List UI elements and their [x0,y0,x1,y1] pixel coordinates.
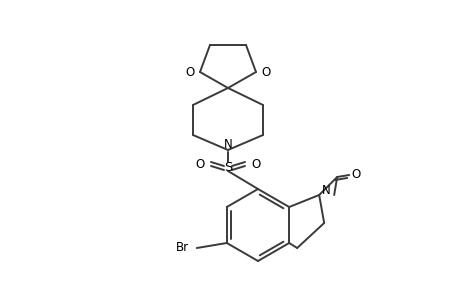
Text: S: S [224,160,232,173]
Text: N: N [223,137,232,151]
Text: O: O [351,169,360,182]
Text: N: N [321,184,330,196]
Text: Br: Br [176,242,189,254]
Text: O: O [185,65,194,79]
Text: O: O [261,65,270,79]
Text: O: O [195,158,204,170]
Text: O: O [251,158,260,170]
